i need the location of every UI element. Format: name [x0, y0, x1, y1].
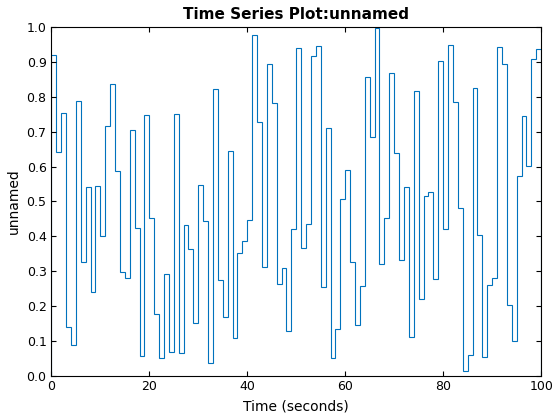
Title: Time Series Plot:unnamed: Time Series Plot:unnamed — [183, 7, 409, 22]
Y-axis label: unnamed: unnamed — [7, 168, 21, 234]
X-axis label: Time (seconds): Time (seconds) — [244, 399, 349, 413]
